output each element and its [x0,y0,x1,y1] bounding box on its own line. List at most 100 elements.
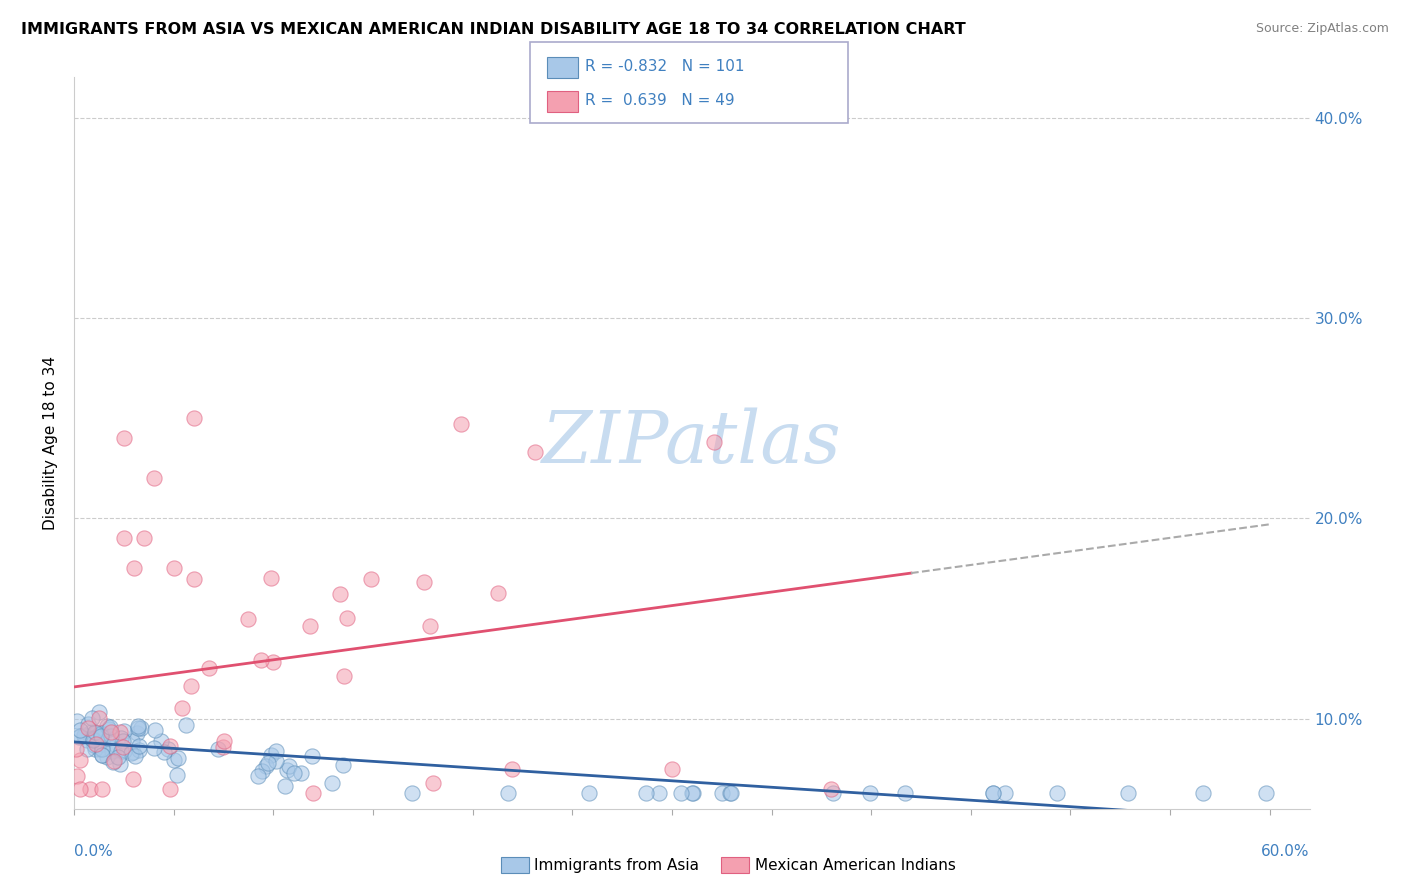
Point [859,786,882,800]
Point [66,714,89,729]
Point [127,726,149,740]
Point [277,759,299,773]
Point [166,768,188,782]
Point [894,786,917,800]
Point [90,729,112,743]
Point [163,561,186,575]
Point [486,586,509,600]
Text: R =  0.639   N = 49: R = 0.639 N = 49 [585,94,734,108]
Point [69,753,91,767]
Point [994,786,1017,800]
Point [91,781,114,796]
Point [682,786,704,800]
Point [142,471,165,485]
Text: ZIPatlas: ZIPatlas [541,408,842,478]
Point [820,781,842,796]
Point [129,721,152,735]
Point [264,744,287,758]
Point [183,572,205,586]
Point [100,725,122,739]
Text: Immigrants from Asia: Immigrants from Asia [534,858,699,872]
Point [97,722,120,736]
Point [183,411,205,425]
Point [80,725,103,739]
Point [172,700,194,714]
Point [89,705,111,719]
Point [981,786,1004,800]
Text: 0.0%: 0.0% [75,845,112,859]
Point [422,776,444,790]
Point [83,738,105,752]
Point [84,742,107,756]
Point [250,653,273,667]
Point [498,786,520,800]
Point [301,749,323,764]
Point [98,720,121,734]
Point [332,758,354,772]
Point [76,741,98,756]
Point [254,758,277,772]
Point [298,619,321,633]
Point [101,740,124,755]
Point [122,745,145,759]
Point [101,744,124,758]
Point [823,786,845,800]
Point [257,756,280,771]
Text: Source: ZipAtlas.com: Source: ZipAtlas.com [1256,22,1389,36]
Point [1254,786,1277,800]
Point [260,571,283,585]
Point [121,734,143,748]
Point [718,786,741,800]
Point [87,711,110,725]
Point [132,532,155,546]
Point [167,751,190,765]
Point [681,786,703,800]
Point [238,612,260,626]
Point [501,762,523,776]
Point [73,727,96,741]
Point [150,733,173,747]
Point [276,764,298,778]
Point [108,757,131,772]
Point [450,417,472,432]
Point [96,750,118,764]
Text: IMMIGRANTS FROM ASIA VS MEXICAN AMERICAN INDIAN DISABILITY AGE 18 TO 34 CORRELAT: IMMIGRANTS FROM ASIA VS MEXICAN AMERICAN… [21,22,966,37]
Point [127,722,149,736]
Point [703,434,725,449]
Point [112,723,135,738]
Point [82,711,104,725]
Point [260,747,283,762]
Point [110,731,132,745]
Point [103,743,125,757]
Point [122,772,145,787]
Point [128,743,150,757]
Point [207,742,229,756]
Point [107,750,129,764]
Point [636,786,658,800]
Point [163,753,186,767]
Point [360,572,382,586]
Point [100,729,122,743]
Point [180,679,202,693]
Point [523,445,546,459]
Point [336,611,359,625]
Point [110,743,132,757]
Point [69,729,91,743]
Point [90,725,112,739]
Point [97,731,120,745]
Point [252,764,274,778]
Point [77,717,100,731]
Point [122,561,145,575]
Point [211,740,233,755]
Point [120,746,142,760]
Point [86,726,108,740]
Point [321,776,343,790]
Text: R = -0.832   N = 101: R = -0.832 N = 101 [585,60,744,74]
Point [79,781,101,796]
Point [82,731,104,746]
Point [127,719,149,733]
Point [302,786,325,800]
Point [1046,786,1069,800]
Point [143,723,166,737]
Point [90,747,112,762]
